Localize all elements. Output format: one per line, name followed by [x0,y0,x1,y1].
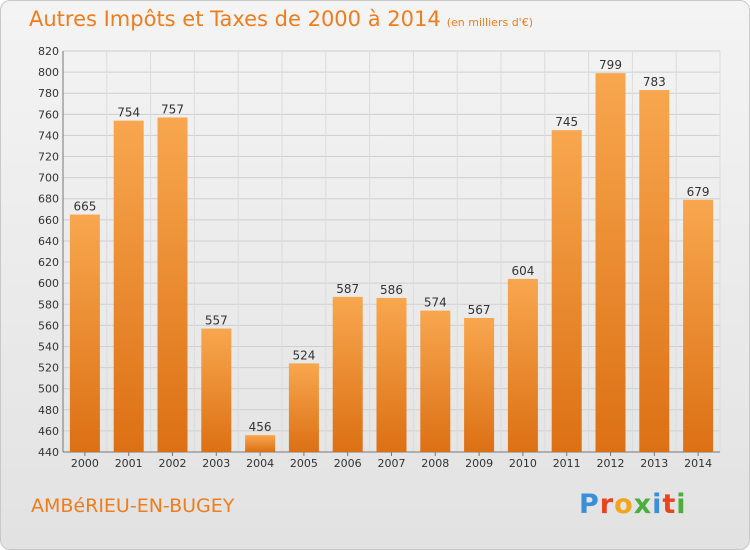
bar-2013[interactable] [639,90,670,452]
y-tick-label: 440 [38,446,59,459]
data-label-2001: 754 [117,106,140,120]
y-tick-label: 580 [38,298,59,311]
x-tick-label-2001: 2001 [115,457,143,470]
x-tick-label-2012: 2012 [597,457,625,470]
y-tick-label: 560 [38,319,59,332]
data-label-2008: 574 [424,296,447,310]
x-tick-label-2002: 2002 [159,457,187,470]
data-label-2004: 456 [249,420,272,434]
y-tick-label: 740 [38,129,59,142]
y-tick-label: 660 [38,214,59,227]
bar-2007[interactable] [376,297,407,452]
data-label-2010: 604 [511,264,534,278]
bar-2006[interactable] [332,296,363,452]
y-tick-label: 600 [38,277,59,290]
x-tick-label-2007: 2007 [378,457,406,470]
chart-title-text: Autres Impôts et Taxes de 2000 à 2014 [29,7,441,31]
data-label-2006: 587 [336,282,359,296]
data-label-2003: 557 [205,314,228,328]
y-tick-label: 800 [38,66,59,79]
data-label-2007: 586 [380,283,403,297]
chart-title: Autres Impôts et Taxes de 2000 à 2014 (en… [29,7,533,31]
bar-2002[interactable] [157,117,188,453]
bar-2003[interactable] [201,328,232,452]
x-tick-label-2003: 2003 [202,457,230,470]
y-tick-label: 820 [38,45,59,58]
logo-letter: P [579,489,600,520]
data-label-2014: 679 [687,185,710,199]
y-tick-label: 680 [38,193,59,206]
x-tick-label-2013: 2013 [640,457,668,470]
data-label-2013: 783 [643,75,666,89]
commune-name: AMBéRIEU-EN-BUGEY [31,495,235,517]
logo-letter: t [662,489,677,520]
x-tick-label-2011: 2011 [553,457,581,470]
bar-2010[interactable] [507,278,538,452]
bar-2000[interactable] [69,214,100,452]
data-label-2012: 799 [599,58,622,72]
x-tick-label-2009: 2009 [465,457,493,470]
bar-2004[interactable] [245,435,276,452]
labels: 440 460 480 500 520 540 560 580 600 620 640 660 680 7… [38,45,712,470]
y-tick-label: 540 [38,340,59,353]
y-tick-label: 720 [38,151,59,164]
bar-2012[interactable] [595,73,626,453]
y-tick-label: 520 [38,362,59,375]
x-tick-label-2006: 2006 [334,457,362,470]
x-tick-label-2010: 2010 [509,457,537,470]
y-tick-label: 700 [38,172,59,185]
x-tick-label-2008: 2008 [421,457,449,470]
logo-letter: i [652,489,663,520]
data-label-2000: 665 [73,200,96,214]
y-tick-label: 500 [38,383,59,396]
y-tick-label: 760 [38,108,59,121]
chart-subtitle: (en milliers d'€) [446,16,533,29]
x-tick-label-2004: 2004 [246,457,274,470]
bar-2009[interactable] [464,317,495,452]
data-label-2011: 745 [555,115,578,129]
logo-letter: x [633,489,653,520]
data-label-2005: 524 [292,348,315,362]
x-tick-label-2014: 2014 [684,457,712,470]
proxiti-logo[interactable]: Proxiti [579,489,687,520]
x-tick-label-2000: 2000 [71,457,99,470]
bar-2011[interactable] [551,130,582,453]
bar-2008[interactable] [420,310,451,452]
y-tick-label: 460 [38,425,59,438]
x-tick-label-2005: 2005 [290,457,318,470]
bar-2014[interactable] [683,199,714,452]
y-tick-label: 640 [38,235,59,248]
y-tick-label: 480 [38,404,59,417]
logo-letter: r [599,489,615,520]
y-tick-label: 620 [38,256,59,269]
y-tick-label: 780 [38,87,59,100]
bars [69,73,714,453]
bar-2001[interactable] [113,120,144,452]
logo-letter: o [614,489,634,520]
data-label-2002: 757 [161,102,184,116]
logo-letter: i [676,489,687,520]
data-label-2009: 567 [468,303,491,317]
bar-2005[interactable] [288,363,319,452]
